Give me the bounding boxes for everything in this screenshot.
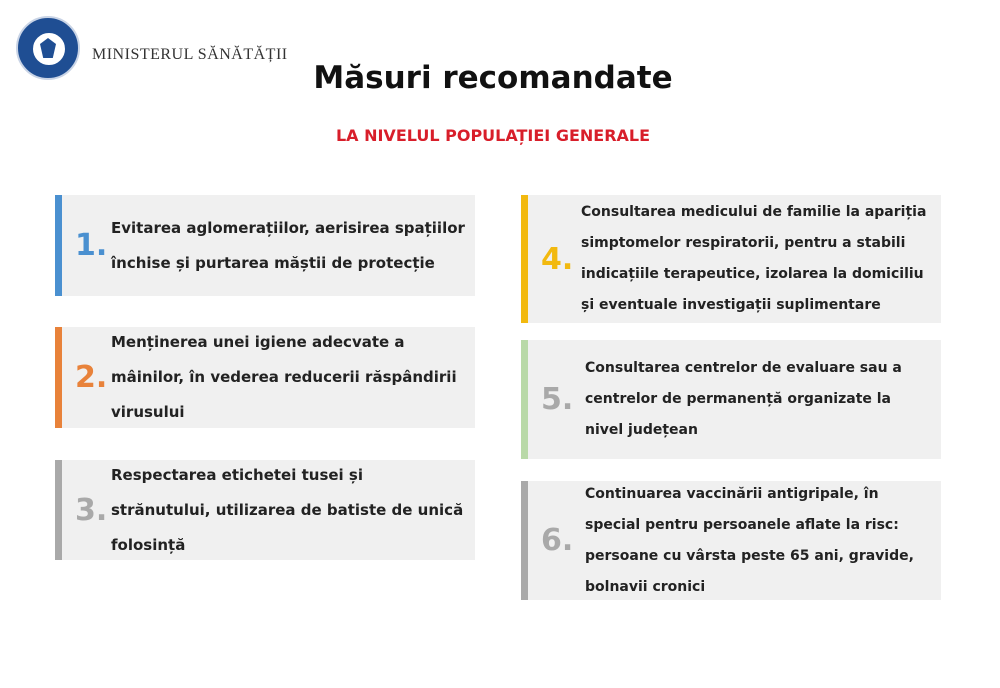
measure-number: 1. (75, 228, 108, 263)
accent-bar (55, 195, 62, 296)
eagle-icon (40, 38, 56, 58)
measure-text: Consultarea centrelor de evaluare sau a … (585, 360, 902, 438)
accent-bar (521, 481, 528, 600)
page-title: Măsuri recomandate (313, 60, 673, 96)
measure-number: 2. (75, 360, 108, 395)
measure-card-4: 4. Consultarea medicului de familie la a… (521, 195, 941, 323)
accent-bar (55, 327, 62, 428)
measure-card-5: 5. Consultarea centrelor de evaluare sau… (521, 340, 941, 459)
accent-bar (521, 340, 528, 459)
measure-card-6: 6. Continuarea vaccinării antigripale, î… (521, 481, 941, 600)
measure-text: Menținerea unei igiene adecvate a mâinil… (111, 333, 457, 421)
measure-card-1: 1. Evitarea aglomerațiilor, aerisirea sp… (55, 195, 475, 296)
measure-card-2: 2. Menținerea unei igiene adecvate a mâi… (55, 327, 475, 428)
measure-number: 3. (75, 492, 108, 528)
measure-card-3: 3. Respectarea etichetei tusei și strănu… (55, 460, 475, 560)
accent-bar (55, 460, 62, 560)
measure-text: Evitarea aglomerațiilor, aerisirea spați… (111, 218, 465, 272)
measure-text: Continuarea vaccinării antigripale, în s… (585, 485, 914, 595)
measure-text: Consultarea medicului de familie la apar… (581, 204, 927, 313)
page-subtitle: LA NIVELUL POPULAȚIEI GENERALE (335, 126, 651, 145)
ministry-name: MINISTERUL SĂNĂTĂȚII (92, 46, 288, 63)
government-logo (16, 16, 80, 80)
measure-number: 6. (541, 523, 574, 558)
measure-number: 4. (541, 241, 574, 277)
measure-number: 5. (541, 382, 574, 417)
measure-text: Respectarea etichetei tusei și strănutul… (111, 465, 464, 554)
accent-bar (521, 195, 528, 323)
